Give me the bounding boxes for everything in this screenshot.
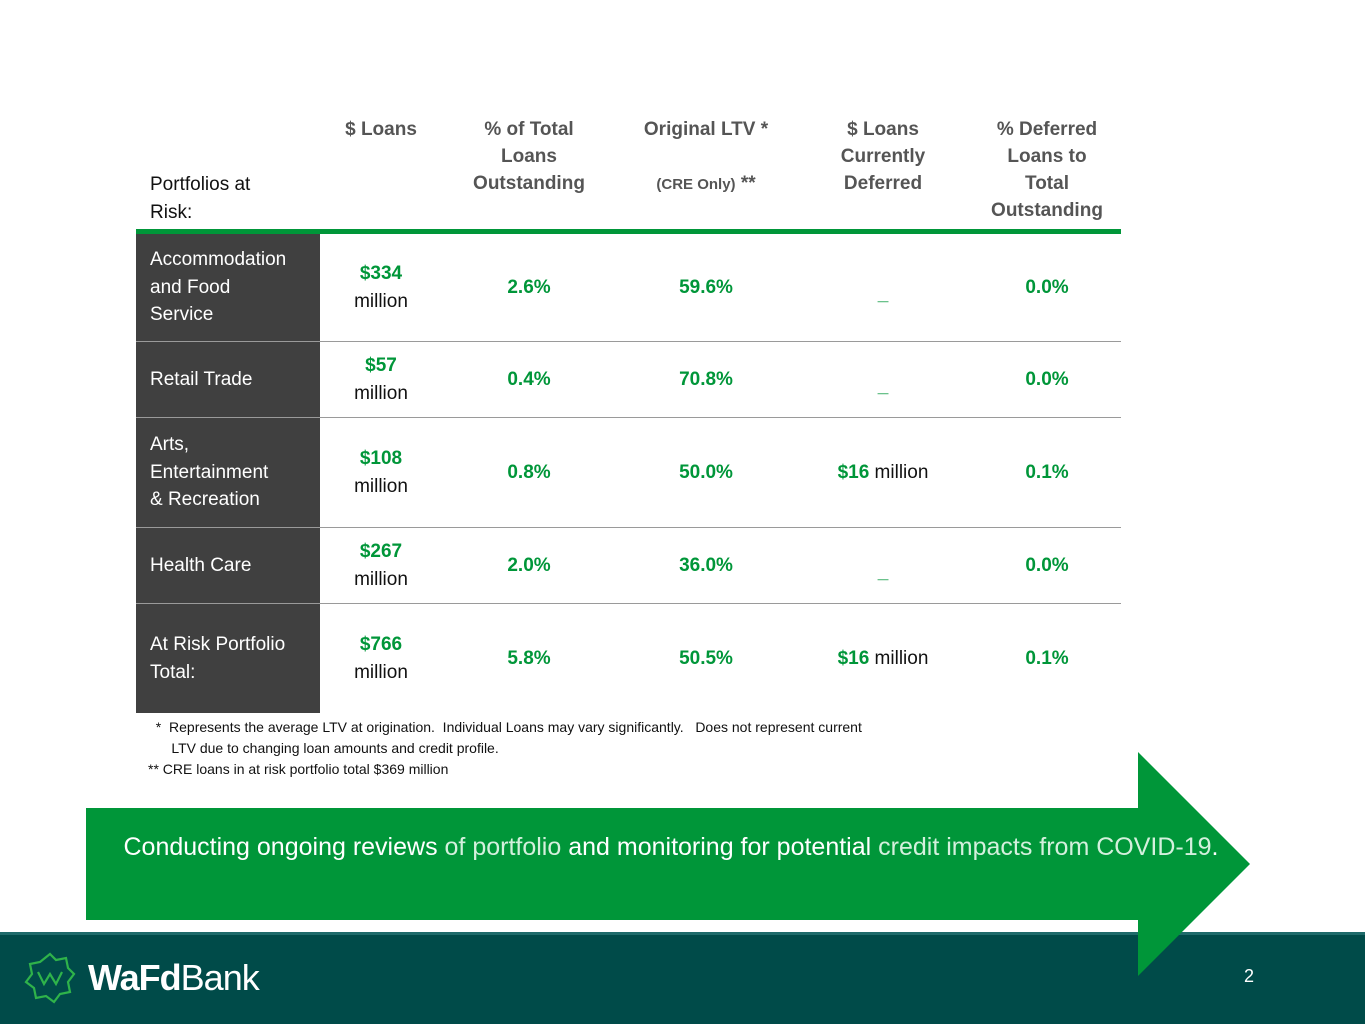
footnote: * Represents the average LTV at originat…: [148, 719, 862, 735]
deferred-unit: million: [869, 647, 929, 669]
deferred-value: $16: [837, 461, 870, 483]
amount-value: $334: [359, 263, 403, 284]
amount-unit: million: [354, 568, 408, 590]
header-ltv-stars: **: [735, 173, 756, 194]
logo-light: Bank: [180, 957, 260, 998]
deferred-value: _: [877, 283, 889, 305]
header-ltv-text: Original LTV *: [643, 119, 769, 140]
deferred-value: _: [877, 375, 889, 397]
callout-part: .: [1211, 833, 1219, 861]
amount-value: $108: [359, 448, 403, 469]
amount-unit: million: [354, 290, 408, 312]
deferred: _: [810, 342, 956, 417]
footnote: LTV due to changing loan amounts and cre…: [148, 740, 499, 756]
amount-unit: million: [354, 661, 408, 683]
header-loans-text: $ Loans: [345, 119, 417, 140]
pct-deferred: 0.1%: [1025, 647, 1069, 669]
callout-part: credit impacts from COVID-19: [871, 833, 1212, 861]
portfolios-header: Portfolios at Risk:: [150, 174, 251, 223]
deferred: $16 million: [810, 604, 956, 713]
deferred: $16 million: [810, 418, 956, 527]
row-label: Accommodation and Food Service: [136, 234, 320, 341]
amount-value: $267: [359, 541, 403, 562]
header-pct-total: % of Total Loans Outstanding: [455, 89, 603, 197]
deferred-value: _: [877, 561, 889, 583]
callout-part: of portfolio: [437, 833, 569, 861]
loan-amount: $766 million: [320, 604, 442, 713]
table-row: Health Care $267 million 2.0% 36.0% _ 0.0…: [136, 528, 1121, 604]
callout-part: Conducting ongoing reviews: [123, 833, 438, 861]
amount-value: $766: [359, 634, 403, 655]
deferred-value: $16: [837, 647, 870, 669]
header-pct-deferred: % Deferred Loans to Total Outstanding: [972, 89, 1122, 224]
callout-banner: [86, 808, 1140, 920]
ltv: 50.0%: [679, 461, 733, 483]
ltv: 50.5%: [679, 647, 733, 669]
amount-unit: million: [354, 382, 408, 404]
deferred-unit: million: [869, 461, 929, 483]
footnotes: * Represents the average LTV at originat…: [148, 717, 862, 780]
row-label: At Risk Portfolio Total:: [136, 604, 320, 713]
wafd-bank-logo: WaFdBank: [22, 950, 260, 1006]
header-pct-deferred-text: % Deferred Loans to Total Outstanding: [991, 119, 1103, 221]
pct-total: 2.6%: [507, 276, 551, 298]
pct-deferred: 0.0%: [1025, 554, 1069, 576]
header-deferred-text: $ Loans Currently Deferred: [840, 119, 926, 194]
pct-deferred: 0.1%: [1025, 461, 1069, 483]
pct-total: 2.0%: [507, 554, 551, 576]
header-loans-deferred: $ Loans Currently Deferred: [810, 89, 956, 197]
loan-amount: $57 million: [320, 342, 442, 417]
pct-deferred: 0.0%: [1025, 368, 1069, 390]
row-label: Retail Trade: [136, 342, 320, 417]
pct-total: 0.4%: [507, 368, 551, 390]
table-row-total: At Risk Portfolio Total: $766 million 5.8…: [136, 604, 1121, 713]
header-pct-total-text: % of Total Loans Outstanding: [473, 119, 585, 194]
pct-total: 5.8%: [507, 647, 551, 669]
callout-text: Conducting ongoing reviews of portfolio …: [86, 831, 1256, 863]
footnote: ** CRE loans in at risk portfolio total …: [148, 761, 449, 777]
loan-amount: $267 million: [320, 528, 442, 603]
wafd-emblem-icon: [24, 952, 76, 1004]
header-loans: $ Loans: [320, 89, 442, 143]
deferred: _: [810, 234, 956, 341]
loan-amount: $334 million: [320, 234, 442, 341]
callout-arrowhead: [1138, 752, 1250, 976]
amount-value: $57: [365, 355, 397, 376]
header-ltv-cre-only: (CRE Only): [656, 176, 736, 193]
ltv: 70.8%: [679, 368, 733, 390]
pct-total: 0.8%: [507, 461, 551, 483]
loan-amount: $108 million: [320, 418, 442, 527]
pct-deferred: 0.0%: [1025, 276, 1069, 298]
page-number: 2: [1244, 966, 1255, 986]
deferred: _: [810, 528, 956, 603]
footer-bar: [0, 932, 1365, 1024]
ltv: 36.0%: [679, 554, 733, 576]
table-row: Arts, Entertainment & Recreation $108 mil…: [136, 418, 1121, 528]
table-row: Retail Trade $57 million 0.4% 70.8% _ 0.0…: [136, 342, 1121, 418]
amount-unit: million: [354, 475, 408, 497]
logo-bold: WaFd: [88, 957, 182, 998]
row-label: Health Care: [136, 528, 320, 603]
logo-wordmark: WaFdBank: [88, 957, 260, 999]
callout-part: and monitoring for potential: [568, 833, 872, 861]
row-label: Arts, Entertainment & Recreation: [136, 418, 320, 527]
header-original-ltv: Original LTV * (CRE Only) **: [616, 89, 796, 198]
header-rule: [136, 229, 1121, 234]
table-row: Accommodation and Food Service $334 milli…: [136, 234, 1121, 342]
ltv: 59.6%: [679, 276, 733, 298]
